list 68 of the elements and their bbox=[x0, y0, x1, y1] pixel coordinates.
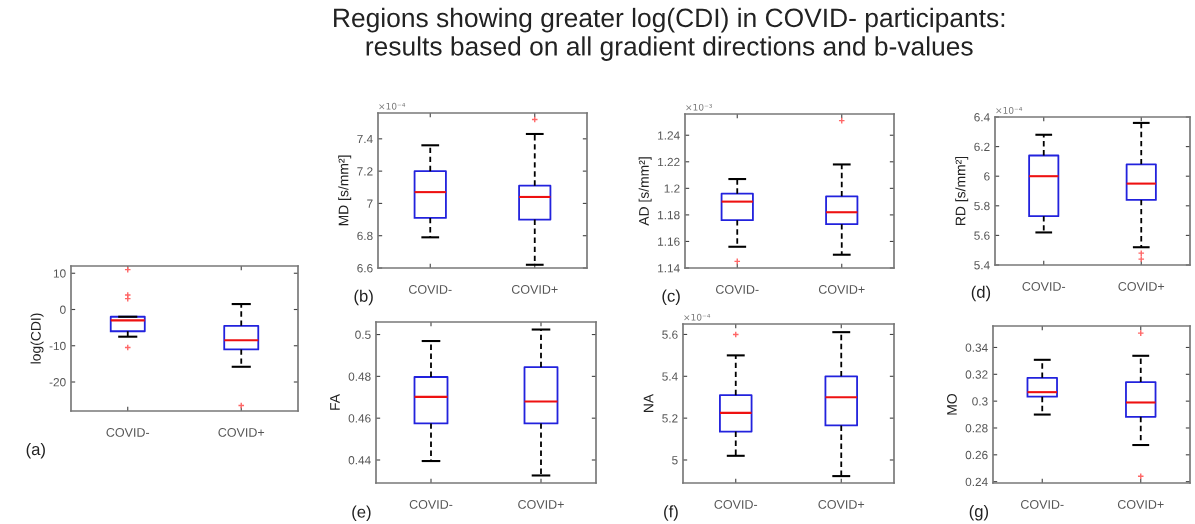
y-axis-title: NA bbox=[643, 393, 654, 413]
x-tick-label: COVID- bbox=[409, 285, 452, 294]
y-axis-title: AD [s/mm²] bbox=[638, 157, 652, 226]
y-tick-label: 1.24 bbox=[658, 131, 680, 140]
text: (g) bbox=[969, 504, 989, 521]
text: ×10⁻⁴ bbox=[379, 102, 406, 110]
y-axis-title: MD [s/mm²] bbox=[338, 155, 352, 226]
x-tick-label: COVID+ bbox=[1118, 282, 1165, 291]
y-tick-label: 0.34 bbox=[965, 343, 988, 352]
x-tick-label: COVID- bbox=[716, 285, 759, 294]
text: (b) bbox=[354, 289, 373, 306]
y-tick-label: -10 bbox=[49, 341, 66, 351]
y-tick-label: 6.8 bbox=[357, 231, 373, 241]
y-tick-label: 6.6 bbox=[357, 264, 373, 273]
y-tick-label: 0.46 bbox=[348, 414, 371, 423]
y-tick-label: 6.2 bbox=[974, 142, 990, 151]
y-tick-label: 6 bbox=[984, 172, 990, 181]
text: (f) bbox=[664, 505, 678, 521]
text: ×10⁻⁴ bbox=[684, 313, 711, 321]
text: (c) bbox=[662, 289, 680, 306]
y-axis-title: log(CDI) bbox=[30, 313, 44, 364]
y-tick-label: 5.6 bbox=[974, 231, 990, 240]
x-tick-label: COVID- bbox=[106, 428, 150, 437]
y-tick-label: -20 bbox=[49, 378, 66, 387]
y-tick-label: 0.44 bbox=[348, 456, 371, 465]
y-axis-title: RD [s/mm²] bbox=[955, 156, 969, 225]
y-tick-label: 0.3 bbox=[972, 397, 988, 406]
y-tick-label: 5.4 bbox=[662, 372, 678, 381]
y-tick-label: 1.22 bbox=[658, 157, 680, 167]
y-tick-label: 5 bbox=[672, 456, 678, 465]
x-tick-label: COVID- bbox=[1021, 500, 1064, 509]
text: (a) bbox=[26, 442, 45, 459]
y-tick-label: 5.4 bbox=[974, 261, 990, 270]
y-axis-title: FA bbox=[330, 394, 340, 410]
x-tick-label: COVID- bbox=[409, 500, 453, 509]
y-tick-label: 1.18 bbox=[658, 210, 680, 220]
y-tick-label: 7 bbox=[367, 199, 373, 208]
y-tick-label: 10 bbox=[53, 269, 66, 278]
y-tick-label: 7.2 bbox=[357, 167, 373, 176]
x-tick-label: COVID- bbox=[1022, 282, 1066, 291]
y-axis-title: MO bbox=[947, 393, 957, 415]
y-tick-label: 1.16 bbox=[658, 237, 680, 246]
y-tick-label: 0.28 bbox=[965, 424, 988, 433]
text: (d) bbox=[971, 285, 991, 302]
y-tick-label: 5.2 bbox=[662, 414, 678, 423]
y-tick-label: 1.14 bbox=[658, 264, 680, 273]
y-tick-label: 0 bbox=[60, 305, 66, 314]
x-tick-label: COVID+ bbox=[1117, 500, 1164, 509]
y-tick-label: 0.5 bbox=[355, 330, 371, 339]
y-tick-label: 7.4 bbox=[357, 134, 373, 144]
text: ×10⁻⁴ bbox=[996, 106, 1023, 114]
x-tick-label: COVID+ bbox=[518, 500, 564, 509]
x-tick-label: COVID+ bbox=[818, 500, 865, 509]
y-tick-label: 0.26 bbox=[965, 450, 988, 460]
y-tick-label: 6.4 bbox=[974, 113, 990, 122]
y-tick-label: 0.32 bbox=[965, 370, 988, 379]
y-tick-label: 0.48 bbox=[348, 372, 371, 381]
y-tick-label: 0.24 bbox=[965, 477, 988, 487]
y-tick-label: 1.2 bbox=[664, 184, 680, 193]
text: (e) bbox=[352, 505, 371, 522]
text: ×10⁻³ bbox=[686, 103, 712, 111]
chart-title: Regions showing greater log(CDI) in COVID- participants: results based on all gradient directions and b-values bbox=[334, 7, 1005, 61]
y-tick-label: 5.6 bbox=[662, 330, 678, 339]
x-tick-label: COVID- bbox=[714, 500, 758, 509]
x-tick-label: COVID+ bbox=[218, 428, 265, 437]
x-tick-label: COVID+ bbox=[511, 285, 558, 294]
y-tick-label: 5.8 bbox=[974, 201, 990, 211]
x-tick-label: COVID+ bbox=[818, 285, 865, 294]
